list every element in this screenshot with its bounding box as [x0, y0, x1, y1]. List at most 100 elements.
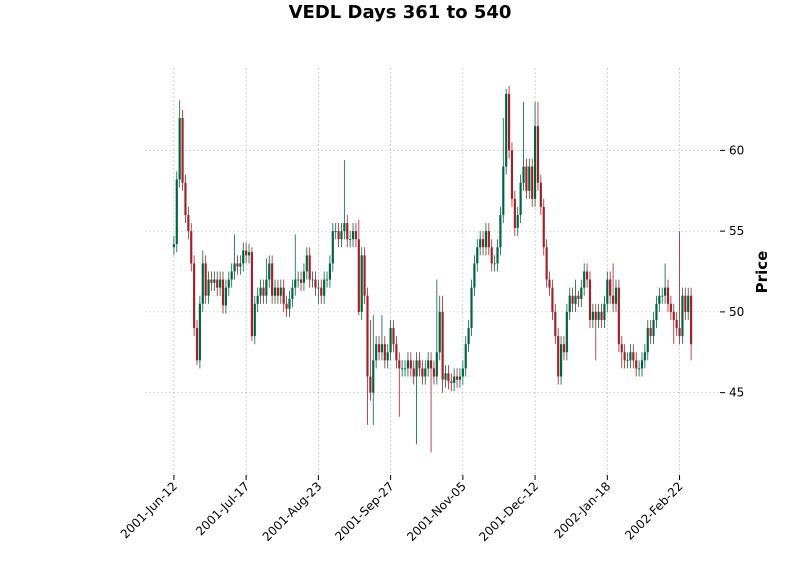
- candle-body: [204, 263, 207, 296]
- x-tick-label: 2001-Nov-05: [404, 479, 469, 544]
- candle-body: [401, 368, 404, 370]
- candle-body: [184, 182, 187, 215]
- candle-body: [375, 344, 378, 361]
- candle-body: [349, 239, 352, 240]
- candle-body: [455, 376, 459, 380]
- candle-body: [380, 344, 384, 353]
- candle-body: [617, 287, 620, 345]
- candle-body: [201, 263, 204, 304]
- candle-body: [236, 263, 239, 267]
- candle-body: [386, 352, 389, 361]
- candle-body: [279, 287, 282, 296]
- candle-body: [510, 150, 514, 199]
- candle-body: [565, 311, 568, 353]
- candle-body: [635, 360, 638, 369]
- candle-body: [337, 231, 340, 240]
- candle-body: [672, 311, 675, 320]
- candle-body: [669, 303, 672, 312]
- candle-body: [664, 287, 667, 296]
- candle-body: [678, 328, 681, 337]
- candle-body: [421, 368, 424, 377]
- candle-body: [395, 344, 398, 361]
- candle-body: [594, 311, 597, 320]
- candle-body: [412, 368, 415, 377]
- chart-title: VEDL Days 361 to 540: [289, 2, 512, 23]
- candle-body: [493, 263, 496, 265]
- candle-body: [325, 279, 329, 281]
- candle-body: [473, 263, 476, 288]
- candle-body: [658, 295, 661, 304]
- candle-body: [320, 287, 323, 296]
- candle-body: [418, 360, 421, 369]
- candle-body: [559, 344, 563, 377]
- x-tick-label: 2001-Sep-27: [332, 479, 396, 543]
- candle-body: [623, 352, 626, 361]
- candle-body: [461, 368, 464, 377]
- candle-body: [311, 279, 314, 281]
- candle-body: [351, 231, 355, 240]
- candle-body: [574, 295, 577, 304]
- candle-body: [562, 344, 566, 353]
- candle-body: [606, 279, 609, 304]
- candle-body: [207, 279, 210, 296]
- candle-body: [282, 287, 285, 304]
- candle-body: [398, 360, 401, 369]
- candle-body: [591, 311, 594, 320]
- candle-body: [219, 279, 222, 288]
- candle-body: [369, 376, 372, 393]
- candle-body: [525, 166, 528, 191]
- x-tick-label: 2001-Jul-17: [193, 479, 252, 538]
- candle-body: [620, 344, 623, 353]
- candle-body: [299, 279, 303, 283]
- candle-body: [528, 166, 531, 191]
- candle-body: [490, 247, 493, 264]
- candle-body: [178, 118, 181, 180]
- candle-body: [193, 263, 196, 329]
- candle-body: [245, 250, 248, 256]
- candle-body: [484, 231, 488, 248]
- candle-body: [568, 295, 571, 312]
- candle-body: [640, 360, 644, 369]
- candle-body: [372, 360, 375, 393]
- candle-body: [435, 352, 438, 377]
- candle-body: [476, 247, 479, 264]
- candle-body: [357, 239, 360, 312]
- candle-body: [687, 295, 690, 312]
- candle-body: [256, 295, 259, 304]
- candle-body: [334, 231, 337, 232]
- candle-body: [175, 179, 178, 245]
- candle-body: [441, 311, 444, 380]
- x-tick-label: 2001-Jun-12: [118, 479, 180, 541]
- candle-body: [291, 287, 294, 299]
- y-tick-label: 45: [729, 386, 744, 400]
- candle-body: [502, 166, 505, 215]
- candle-body: [198, 303, 201, 361]
- candle-body: [288, 298, 291, 309]
- candle-body: [655, 303, 658, 320]
- candle-body: [507, 93, 511, 151]
- candle-body: [539, 182, 542, 207]
- candle-body: [487, 231, 490, 248]
- candle-body: [548, 279, 551, 288]
- candle-body: [181, 118, 184, 183]
- candle-body: [649, 328, 652, 337]
- candle-body: [172, 244, 175, 248]
- candle-body: [684, 295, 687, 312]
- candle-body: [586, 271, 589, 280]
- candle-body: [190, 231, 193, 264]
- candle-body: [297, 279, 300, 281]
- candle-body: [583, 271, 586, 288]
- candle-body: [328, 263, 332, 280]
- candle-body: [499, 214, 502, 248]
- candle-body: [340, 231, 343, 240]
- candle-body: [467, 328, 470, 345]
- candle-body: [652, 319, 655, 337]
- candle-body: [675, 319, 678, 329]
- candle-body: [609, 279, 612, 296]
- candle-body: [346, 223, 349, 240]
- candle-body: [392, 328, 395, 345]
- candle-body: [360, 255, 363, 312]
- candle-body: [305, 255, 308, 272]
- candle-body: [276, 287, 279, 296]
